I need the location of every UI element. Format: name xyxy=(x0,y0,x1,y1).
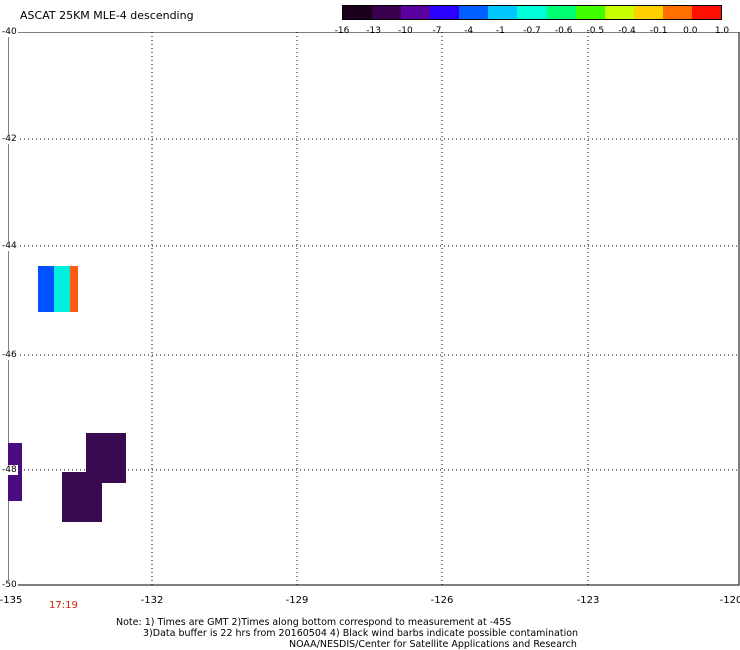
y-axis-label: -40 xyxy=(2,27,18,37)
map-plot-area xyxy=(8,32,740,586)
x-axis-label: -135 xyxy=(0,595,23,606)
x-axis-label: -132 xyxy=(140,595,164,606)
colorbar-label: -0.7 xyxy=(523,26,541,36)
colorbar-segment xyxy=(604,6,634,19)
data-cell-blue xyxy=(38,266,54,312)
x-axis-label: -123 xyxy=(576,595,600,606)
note-line-1: Note: 1) Times are GMT 2)Times along bot… xyxy=(116,617,512,628)
map-grid xyxy=(8,32,740,586)
colorbar-segment xyxy=(372,6,402,19)
colorbar-label: -4 xyxy=(464,26,474,36)
colorbar-segment xyxy=(662,6,692,19)
colorbar-segment xyxy=(459,6,489,19)
y-axis-label: -46 xyxy=(2,350,18,360)
colorbar-label: -16 xyxy=(334,26,350,36)
data-cell-purple-lower xyxy=(62,472,102,522)
colorbar-label: -0.5 xyxy=(586,26,605,36)
y-axis-label: -42 xyxy=(2,134,18,144)
data-cell-orange xyxy=(70,266,78,312)
x-axis-label: -120 xyxy=(719,595,740,606)
y-axis-label: -44 xyxy=(2,241,18,251)
colorbar-label: 0.0 xyxy=(683,26,698,36)
x-axis-label: -126 xyxy=(430,595,454,606)
colorbar-label: 1.0 xyxy=(714,26,730,36)
colorbar-segment xyxy=(633,6,663,19)
colorbar-segment xyxy=(517,6,547,19)
note-line-3: NOAA/NESDIS/Center for Satellite Applica… xyxy=(289,639,577,650)
colorbar-segment xyxy=(430,6,460,19)
colorbar-label: -7 xyxy=(432,26,442,36)
colorbar-label: -13 xyxy=(366,26,382,36)
colorbar-label: -0.4 xyxy=(618,26,636,36)
y-axis-label: -48 xyxy=(2,465,18,475)
colorbar-segment xyxy=(488,6,518,19)
colorbar-label: -0.6 xyxy=(554,26,573,36)
colorbar-segment xyxy=(546,6,576,19)
colorbar-segment xyxy=(343,6,373,19)
colorbar-label: -10 xyxy=(397,26,413,36)
y-axis-label: -50 xyxy=(2,580,18,590)
colorbar-segment xyxy=(401,6,431,19)
data-cell-cyan xyxy=(54,266,70,312)
colorbar-label: -0.1 xyxy=(649,26,668,36)
x-axis-label: -129 xyxy=(285,595,309,606)
time-label: 17:19 xyxy=(49,600,78,611)
colorbar xyxy=(342,5,722,20)
colorbar-segment xyxy=(575,6,605,19)
note-line-2: 3)Data buffer is 22 hrs from 20160504 4)… xyxy=(143,628,579,639)
colorbar-segment xyxy=(691,6,722,19)
map-title: ASCAT 25KM MLE-4 descending xyxy=(20,9,194,22)
colorbar-label: -1 xyxy=(495,26,505,36)
